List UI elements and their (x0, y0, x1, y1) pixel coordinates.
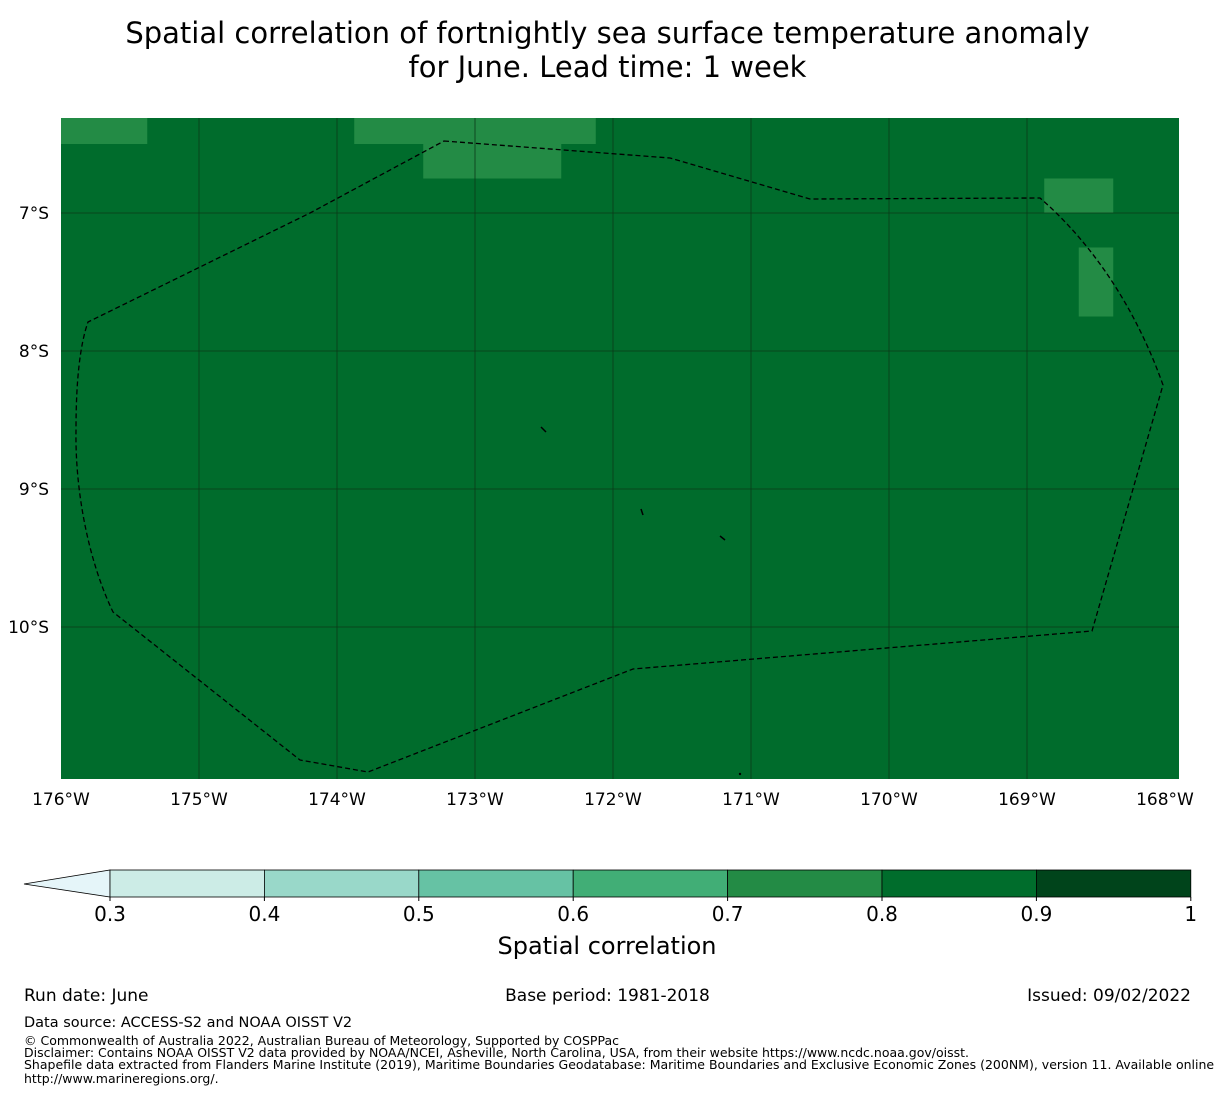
disclaimer-notice: Disclaimer: Contains NOAA OISST V2 data … (24, 1045, 969, 1060)
colorbar: 0.3 0.4 0.5 0.6 0.7 0.8 0.9 1 Spatial correlatio… (23, 869, 1197, 960)
base-period: Base period: 1981-2018 (505, 986, 710, 1006)
island (540, 426, 547, 433)
map-background (61, 118, 1179, 779)
colorbar-tick-label: 1 (1184, 902, 1197, 926)
islands (540, 426, 742, 776)
colorbar-tick-label: 0.8 (866, 902, 898, 926)
longitude-tick-label: 170°W (860, 790, 918, 810)
colorbar-segment (727, 869, 883, 898)
island (719, 535, 726, 541)
correlation-patch (1078, 247, 1114, 317)
colorbar-segment (418, 869, 574, 898)
correlation-patch (1044, 178, 1114, 213)
longitude-tick-label: 175°W (170, 790, 228, 810)
longitude-tick-label: 169°W (998, 790, 1056, 810)
island (640, 508, 644, 516)
colorbar-tick-label: 0.3 (94, 902, 126, 926)
colorbar-tick-label: 0.6 (557, 902, 589, 926)
colorbar-segment (881, 869, 1037, 898)
colorbar-tick-label: 0.4 (248, 902, 280, 926)
shapefile-notice-line-2: http://www.marineregions.org/. (24, 1071, 219, 1086)
colorbar-label: Spatial correlation (497, 932, 716, 960)
longitude-tick-label: 173°W (446, 790, 504, 810)
latitude-tick-label: 10°S (8, 618, 49, 638)
island (738, 772, 742, 776)
latitude-tick-label: 7°S (19, 204, 49, 224)
map-gridlines (61, 118, 1179, 779)
colorbar-segment (572, 869, 729, 898)
eez-boundary (75, 140, 1164, 773)
latitude-tick-label: 9°S (19, 480, 49, 500)
colorbar-segment (263, 869, 420, 898)
map-plot: 7°S 8°S 9°S 10°S 176°W 175°W 174°W 173°W 172°W 17… (8, 118, 1194, 810)
chart-title-line-2: for June. Lead time: 1 week (408, 50, 807, 84)
longitude-tick-label: 176°W (32, 790, 90, 810)
colorbar-tick-label: 0.5 (403, 902, 435, 926)
latitude-tick-label: 8°S (19, 342, 49, 362)
chart-title-line-1: Spatial correlation of fortnightly sea s… (125, 16, 1090, 50)
shapefile-notice-line-1: Shapefile data extracted from Flanders M… (24, 1057, 1215, 1072)
colorbar-segment (1036, 869, 1192, 898)
colorbar-extension (23, 869, 111, 898)
longitude-tick-label: 172°W (584, 790, 642, 810)
issued-date: Issued: 09/02/2022 (1027, 986, 1191, 1006)
longitude-tick-label: 168°W (1136, 790, 1194, 810)
data-source: Data source: ACCESS-S2 and NOAA OISST V2 (24, 1015, 353, 1031)
longitude-tick-label: 174°W (308, 790, 366, 810)
correlation-patch (61, 118, 148, 144)
colorbar-tick-label: 0.7 (712, 902, 744, 926)
longitude-tick-label: 171°W (722, 790, 780, 810)
colorbar-tick-label: 0.9 (1020, 902, 1052, 926)
run-date: Run date: June (24, 986, 149, 1006)
colorbar-segment (109, 869, 265, 898)
copyright-notice: © Commonwealth of Australia 2022, Austra… (24, 1033, 619, 1048)
correlation-patch (423, 144, 562, 179)
